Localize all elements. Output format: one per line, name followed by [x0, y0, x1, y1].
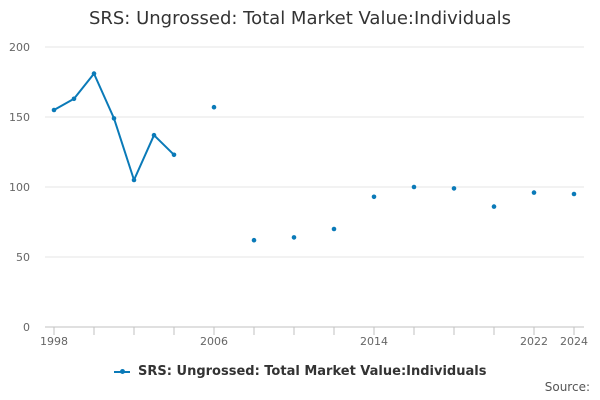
grid-lines	[45, 46, 584, 328]
x-tick-label: 2022	[520, 335, 548, 348]
data-point	[211, 104, 217, 110]
data-point	[411, 184, 417, 190]
series-line-segment	[153, 134, 175, 156]
y-tick-label: 50	[16, 251, 30, 264]
series-line-segment	[133, 134, 155, 181]
series-lines	[53, 72, 175, 181]
y-tick-label: 0	[23, 321, 30, 334]
data-point	[131, 177, 137, 183]
y-tick-label: 150	[9, 111, 30, 124]
data-point	[111, 116, 117, 121]
x-tick-label: 2014	[360, 335, 388, 348]
series-line-segment	[93, 72, 115, 120]
series-line-segment	[73, 72, 95, 100]
data-point	[331, 226, 337, 232]
x-tick-label: 1998	[40, 335, 68, 348]
data-point	[151, 132, 157, 138]
series-line-segment	[113, 117, 135, 181]
data-point	[251, 237, 257, 243]
data-point	[171, 152, 177, 158]
data-point	[291, 235, 297, 240]
data-point	[371, 194, 377, 200]
data-point	[51, 107, 57, 113]
series-line-segment	[53, 97, 75, 111]
chart-title: SRS: Ungrossed: Total Market Value:Indiv…	[88, 8, 512, 29]
data-point	[91, 71, 97, 76]
source-label: Source:	[544, 380, 590, 394]
y-tick-label: 200	[9, 41, 30, 54]
data-point	[451, 186, 457, 191]
legend-symbol	[113, 367, 130, 377]
legend-label: SRS: Ungrossed: Total Market Value:Indiv…	[138, 364, 487, 379]
legend[interactable]: SRS: Ungrossed: Total Market Value:Indiv…	[0, 364, 600, 379]
data-point	[71, 96, 77, 102]
x-axis: 1998 2006 2014 2022 2024	[40, 326, 588, 348]
series-points	[51, 71, 577, 243]
x-tick-label: 2006	[200, 335, 228, 348]
data-point	[571, 191, 577, 197]
y-axis: 0 50 100 150 200	[9, 41, 30, 334]
data-point	[531, 190, 537, 195]
y-tick-label: 100	[9, 181, 30, 194]
x-tick-label: 2024	[560, 335, 588, 348]
data-point	[491, 204, 497, 209]
